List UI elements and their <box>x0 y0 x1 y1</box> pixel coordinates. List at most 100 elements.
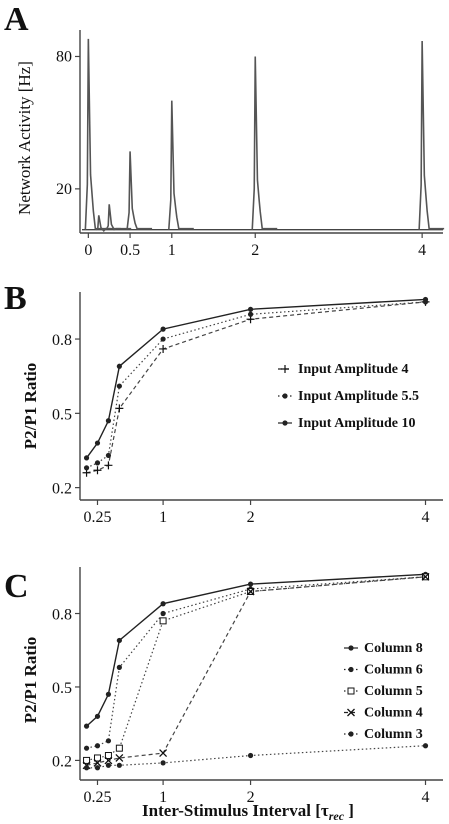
chart-point <box>247 752 254 759</box>
chart-b-x-tick-label: 0.25 <box>83 509 111 526</box>
chart-b-y-label: P2/P1 Ratio <box>21 363 40 449</box>
chart-point <box>116 762 122 768</box>
chart-point <box>159 344 168 353</box>
chart-point <box>421 572 430 581</box>
chart-point <box>105 691 112 697</box>
chart-point <box>93 758 102 767</box>
chart-a-y-tick-label: 80 <box>56 48 72 65</box>
chart-b: P2/P1 Ratio 0.2 0.5 0.8 0.25 1 2 4 Input Ampli… <box>21 292 443 526</box>
chart-point <box>160 610 166 617</box>
chart-point <box>83 765 90 771</box>
chart-c-marks: 0.2 0.5 0.8 0.25 1 2 4 <box>52 571 430 806</box>
chart-point <box>282 420 288 426</box>
chart-c-y-tick-label: 0.8 <box>52 607 72 624</box>
chart-point <box>83 745 90 751</box>
chart-a-spike <box>95 215 121 233</box>
chart-point <box>94 460 101 466</box>
chart-point <box>160 760 166 766</box>
chart-point <box>115 744 123 752</box>
chart-point <box>83 723 90 729</box>
chart-c-y-tick-label: 0.2 <box>52 753 72 770</box>
chart-c-series-line <box>86 745 426 769</box>
chart-point <box>105 452 112 459</box>
chart-point <box>282 393 288 399</box>
chart-c-legend-label: Column 8 <box>364 641 423 656</box>
chart-point <box>422 743 429 749</box>
chart-point <box>160 336 166 342</box>
chart-point <box>247 311 254 317</box>
chart-point <box>105 418 112 424</box>
chart-c: P2/P1 Ratio Inter-Stimulus Interval [τre… <box>21 567 443 823</box>
chart-a-spike <box>167 100 194 230</box>
chart-point <box>93 466 102 475</box>
chart-point <box>348 645 354 651</box>
chart-a: Network Activity [Hz] 20 80 0 0.5 1 2 4 <box>15 30 445 259</box>
chart-point <box>93 754 101 762</box>
chart-b-x-tick-label: 1 <box>159 509 167 526</box>
chart-c-x-tick-label: 2 <box>247 789 255 806</box>
chart-point <box>83 455 90 461</box>
panel-letter-a: A <box>4 1 29 38</box>
chart-point <box>159 617 167 625</box>
chart-c-legend-label: Column 5 <box>364 684 423 699</box>
chart-point <box>246 587 255 596</box>
chart-point <box>104 752 112 760</box>
chart-point <box>94 440 101 446</box>
chart-c-legend-label: Column 3 <box>364 727 423 742</box>
chart-b-series-line <box>86 301 426 469</box>
chart-point <box>94 765 101 771</box>
chart-c-x-tick-label: 4 <box>422 789 430 806</box>
chart-c-x-label-end: ] <box>344 801 354 820</box>
chart-point <box>104 756 113 765</box>
chart-a-marks: 20 80 0 0.5 1 2 4 <box>56 38 445 259</box>
chart-c-legend-label: Column 6 <box>364 663 423 678</box>
chart-point <box>94 743 101 749</box>
chart-b-y-tick-label: 0.8 <box>52 332 72 349</box>
chart-point <box>348 731 354 737</box>
chart-point <box>247 581 254 587</box>
chart-b-y-tick-label: 0.2 <box>52 481 72 498</box>
chart-b-marks: 0.2 0.5 0.8 0.25 1 2 4 <box>52 296 430 526</box>
chart-a-x-tick-label: 1 <box>168 242 176 259</box>
chart-point <box>83 756 91 764</box>
chart-point <box>281 365 289 373</box>
chart-b-series-line <box>86 301 426 474</box>
chart-b-y-tick-label: 0.5 <box>52 406 72 423</box>
chart-a-x-tick-label: 2 <box>251 242 259 259</box>
chart-point <box>83 465 90 471</box>
chart-point <box>116 637 122 644</box>
chart-point <box>115 404 124 413</box>
panel-letter-b: B <box>4 280 27 317</box>
chart-b-series-line <box>86 298 426 459</box>
chart-point <box>116 363 122 369</box>
chart-a-spike <box>126 151 153 230</box>
chart-b-x-tick-label: 2 <box>247 509 255 526</box>
chart-a-y-tick-label: 20 <box>56 181 72 198</box>
chart-c-x-label-main: Inter-Stimulus Interval [τ <box>142 801 329 820</box>
chart-point <box>348 666 354 673</box>
chart-a-spike <box>105 204 132 231</box>
chart-a-y-label: Network Activity [Hz] <box>15 61 34 215</box>
chart-c-x-tick-label: 0.25 <box>83 789 111 806</box>
chart-b-legend-label: Input Amplitude 5.5 <box>298 389 419 404</box>
panel-letter-c: C <box>4 568 29 605</box>
chart-c-y-label: P2/P1 Ratio <box>21 637 40 723</box>
chart-point <box>116 383 122 389</box>
chart-c-y-tick-label: 0.5 <box>52 680 72 697</box>
chart-b-legend-label: Input Amplitude 10 <box>298 416 415 431</box>
chart-a-x-tick-label: 0 <box>84 242 92 259</box>
chart-a-x-tick-label: 0.5 <box>120 242 140 259</box>
chart-a-x-tick-label: 4 <box>418 242 426 259</box>
chart-point <box>422 296 429 303</box>
chart-point <box>160 601 166 607</box>
chart-point <box>94 713 101 719</box>
chart-c-x-tick-label: 1 <box>159 789 167 806</box>
chart-point <box>160 326 166 332</box>
chart-point <box>247 306 254 312</box>
chart-point <box>105 762 112 768</box>
chart-c-x-label-sub: rec <box>329 809 345 823</box>
chart-point <box>347 687 355 695</box>
chart-b-legend: Input Amplitude 4 Input Amplitude 5.5 Inpu… <box>278 362 419 431</box>
chart-point <box>115 754 124 762</box>
